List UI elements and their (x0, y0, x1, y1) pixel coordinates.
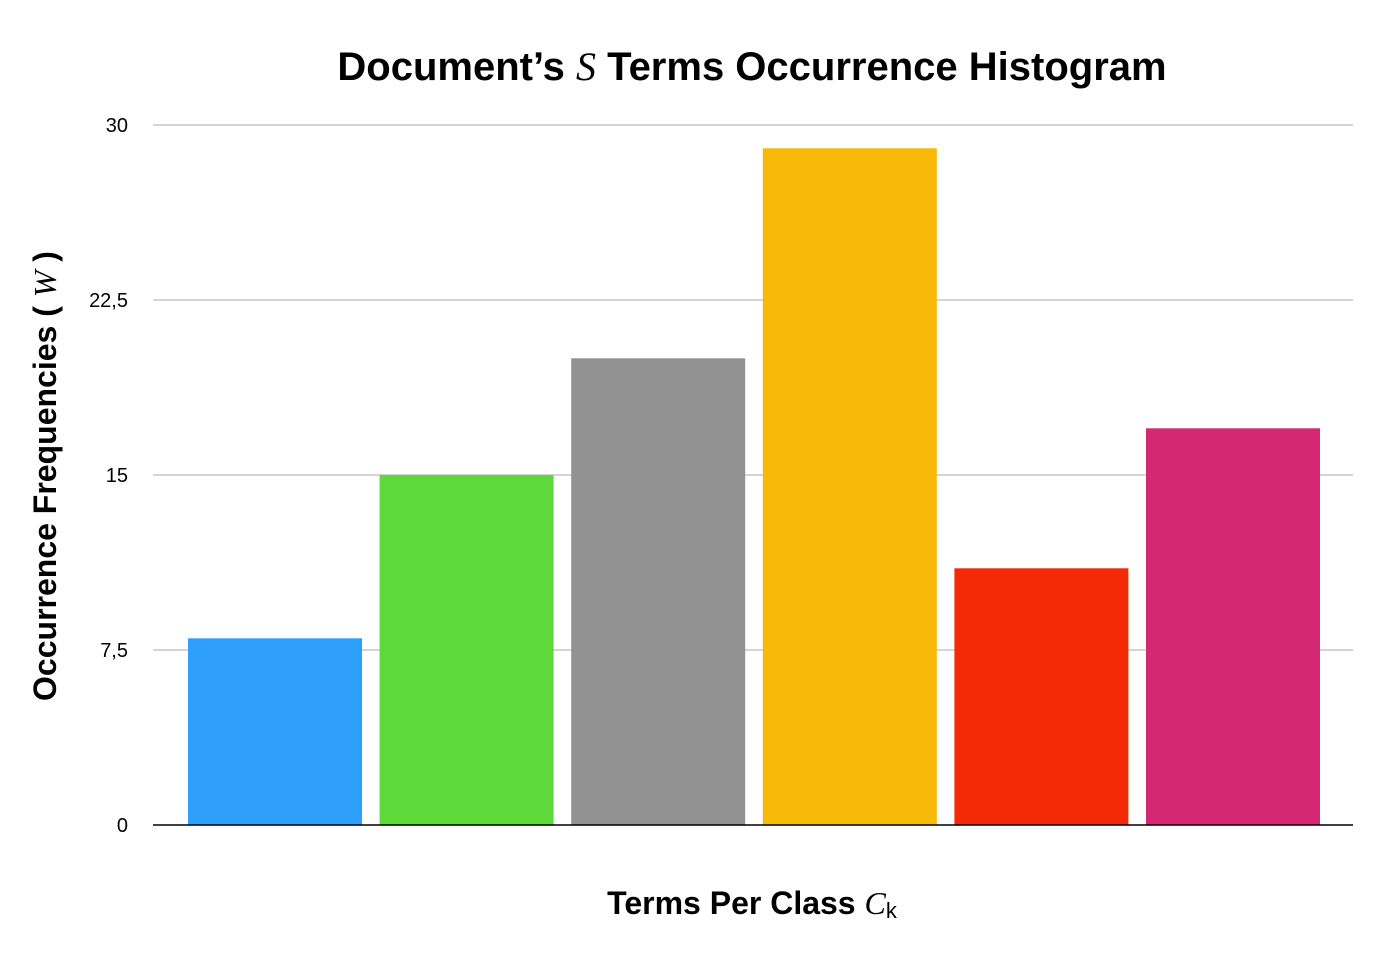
y-tick-label: 22,5 (89, 290, 128, 312)
x-axis-title-subscript: k (886, 898, 898, 923)
bar-5 (954, 568, 1129, 825)
y-tick-label: 7,5 (100, 640, 128, 662)
bar-3 (571, 358, 746, 825)
y-axis-title-prefix: Occurrence Frequencies ( (27, 297, 63, 701)
bars (188, 148, 1320, 826)
x-axis-title-prefix: Terms Per Class (607, 885, 864, 921)
bar-6 (1146, 428, 1320, 825)
bar-4 (762, 148, 937, 826)
y-axis-title-suffix: ) (27, 251, 63, 271)
y-tick-label: 30 (106, 115, 128, 137)
chart-title: Document’s S Terms Occurrence Histogram (337, 44, 1166, 89)
bar-2 (379, 475, 554, 825)
chart-title-prefix: Document’s (337, 45, 576, 89)
x-axis-title-symbol: C (864, 885, 886, 921)
y-axis-ticks: 0 7,5 15 22,5 30 (89, 115, 128, 837)
x-axis-title: Terms Per Class Ck (607, 885, 898, 923)
y-tick-label: 0 (117, 815, 128, 837)
bar-1 (188, 638, 362, 825)
y-axis-title: Occurrence Frequencies ( W ) (27, 251, 63, 701)
chart-title-symbol: S (576, 44, 596, 89)
chart-title-suffix: Terms Occurrence Histogram (596, 45, 1167, 89)
y-axis-title-symbol: W (27, 267, 63, 297)
y-tick-label: 15 (106, 465, 128, 487)
